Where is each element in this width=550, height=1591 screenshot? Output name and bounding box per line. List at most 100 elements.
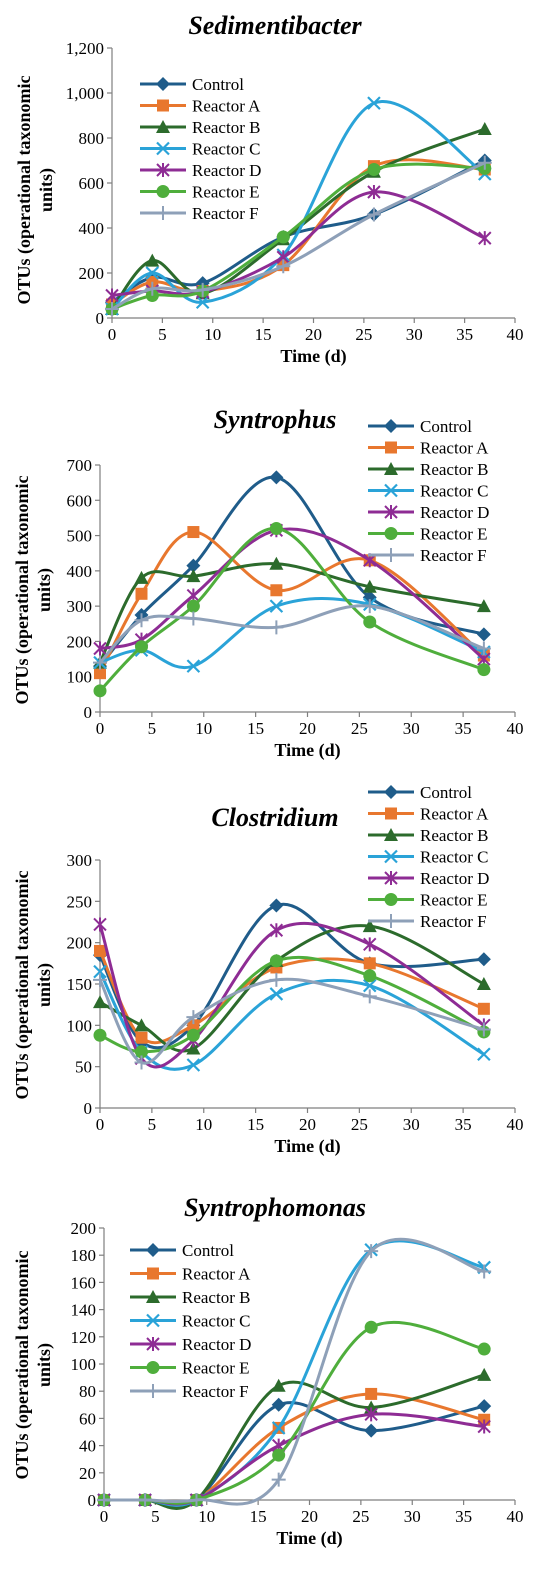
data-point [135, 1031, 148, 1044]
data-point [145, 281, 160, 296]
data-point [94, 944, 106, 957]
y-tick-label: 160 [71, 1273, 97, 1292]
series-reactor-f [93, 599, 491, 670]
legend-label: Reactor A [192, 97, 261, 116]
data-point [135, 587, 148, 600]
series-line [102, 1239, 486, 1507]
series-reactor-e [93, 954, 491, 1059]
x-axis-label: Time (d) [274, 740, 340, 761]
x-tick-label: 10 [204, 325, 221, 344]
data-point [362, 579, 377, 593]
series-line [98, 921, 486, 1069]
data-point [364, 1423, 379, 1438]
x-tick-label: 25 [355, 325, 372, 344]
data-point [476, 977, 491, 990]
y-tick-label: 200 [71, 1219, 97, 1238]
legend-label: Reactor E [420, 891, 488, 910]
x-tick-label: 20 [299, 1115, 316, 1134]
data-point [105, 302, 119, 316]
legend-marker [147, 1267, 159, 1280]
y-tick-label: 500 [67, 527, 93, 546]
series-reactor-c [93, 964, 491, 1072]
legend-item-reactor-a: Reactor A [368, 805, 489, 824]
x-tick-label: 40 [507, 325, 524, 344]
x-tick-label: 5 [148, 1115, 157, 1134]
legend-label: Reactor C [192, 140, 260, 159]
chart-title: Syntrophomonas [184, 1193, 366, 1222]
x-tick-label: 15 [247, 719, 264, 738]
legend-item-reactor-f: Reactor F [140, 204, 259, 223]
data-point [93, 972, 107, 987]
data-point [477, 1342, 491, 1356]
data-point [269, 470, 284, 485]
x-tick-label: 15 [250, 1507, 267, 1526]
legend-marker [157, 99, 169, 112]
x-tick-label: 10 [195, 719, 212, 738]
data-point [363, 969, 377, 983]
x-tick-label: 35 [455, 1507, 472, 1526]
data-point [94, 667, 106, 680]
legend-item-reactor-d: Reactor D [368, 869, 489, 888]
data-point [276, 259, 291, 274]
y-axis-label: OTUs (operational taxonomic units) [12, 1250, 55, 1479]
series-reactor-b [93, 556, 491, 669]
data-point [186, 1041, 201, 1055]
legend-label: Reactor B [420, 826, 488, 845]
series-line [98, 977, 486, 1065]
legend-label: Control [420, 417, 472, 436]
legend-marker [384, 893, 398, 906]
data-point [269, 972, 284, 987]
data-point [93, 995, 107, 1009]
legend-label: Reactor C [420, 848, 488, 867]
series-line [102, 1373, 486, 1510]
x-tick-label: 40 [507, 719, 524, 738]
legend-label: Reactor F [192, 204, 259, 223]
legend-label: Reactor B [420, 460, 488, 479]
legend-marker [384, 785, 398, 799]
x-tick-label: 15 [255, 325, 272, 344]
legend-item-reactor-b: Reactor B [140, 118, 260, 137]
x-tick-label: 20 [305, 325, 322, 344]
chart-title: Syntrophus [214, 405, 337, 434]
data-point [362, 978, 377, 993]
legend-label: Reactor D [192, 161, 261, 180]
series-reactor-d [93, 917, 491, 1069]
data-point [272, 1448, 286, 1462]
legend-marker [384, 419, 398, 433]
legend-item-reactor-c: Reactor C [368, 848, 488, 867]
x-tick-label: 25 [351, 719, 368, 738]
legend-item-reactor-b: Reactor B [368, 826, 488, 845]
y-tick-label: 20 [79, 1464, 96, 1483]
legend-label: Reactor A [420, 439, 489, 458]
legend-marker [384, 828, 398, 841]
y-tick-label: 140 [71, 1301, 97, 1320]
data-point [187, 1019, 200, 1032]
series-reactor-d [105, 185, 492, 303]
data-point [363, 937, 377, 952]
data-point [138, 1493, 153, 1507]
legend-label: Control [192, 75, 244, 94]
data-point [105, 288, 119, 303]
legend-item-reactor-d: Reactor D [130, 1335, 251, 1354]
legend-marker [156, 185, 170, 198]
series-reactor-f [97, 1237, 492, 1507]
legend: Control Reactor A Reactor B Reactor C Reacto… [130, 1241, 251, 1401]
legend-label: Reactor B [192, 118, 260, 137]
data-point [269, 620, 284, 635]
y-tick-label: 0 [96, 309, 105, 328]
data-point [186, 659, 201, 673]
x-tick-label: 40 [507, 1507, 524, 1526]
series-reactor-a [94, 944, 490, 1045]
data-point [134, 570, 149, 584]
legend-marker [384, 462, 398, 475]
data-point [269, 522, 283, 536]
y-tick-label: 80 [79, 1382, 96, 1401]
x-axis-label: Time (d) [280, 346, 346, 367]
x-axis-label: Time (d) [274, 1136, 340, 1157]
data-point [362, 919, 377, 933]
y-axis-label: OTUs (operational taxonomic units) [12, 475, 55, 704]
x-tick-label: 40 [507, 1115, 524, 1134]
legend-item-reactor-a: Reactor A [368, 439, 489, 458]
legend-item-reactor-e: Reactor E [368, 525, 488, 544]
